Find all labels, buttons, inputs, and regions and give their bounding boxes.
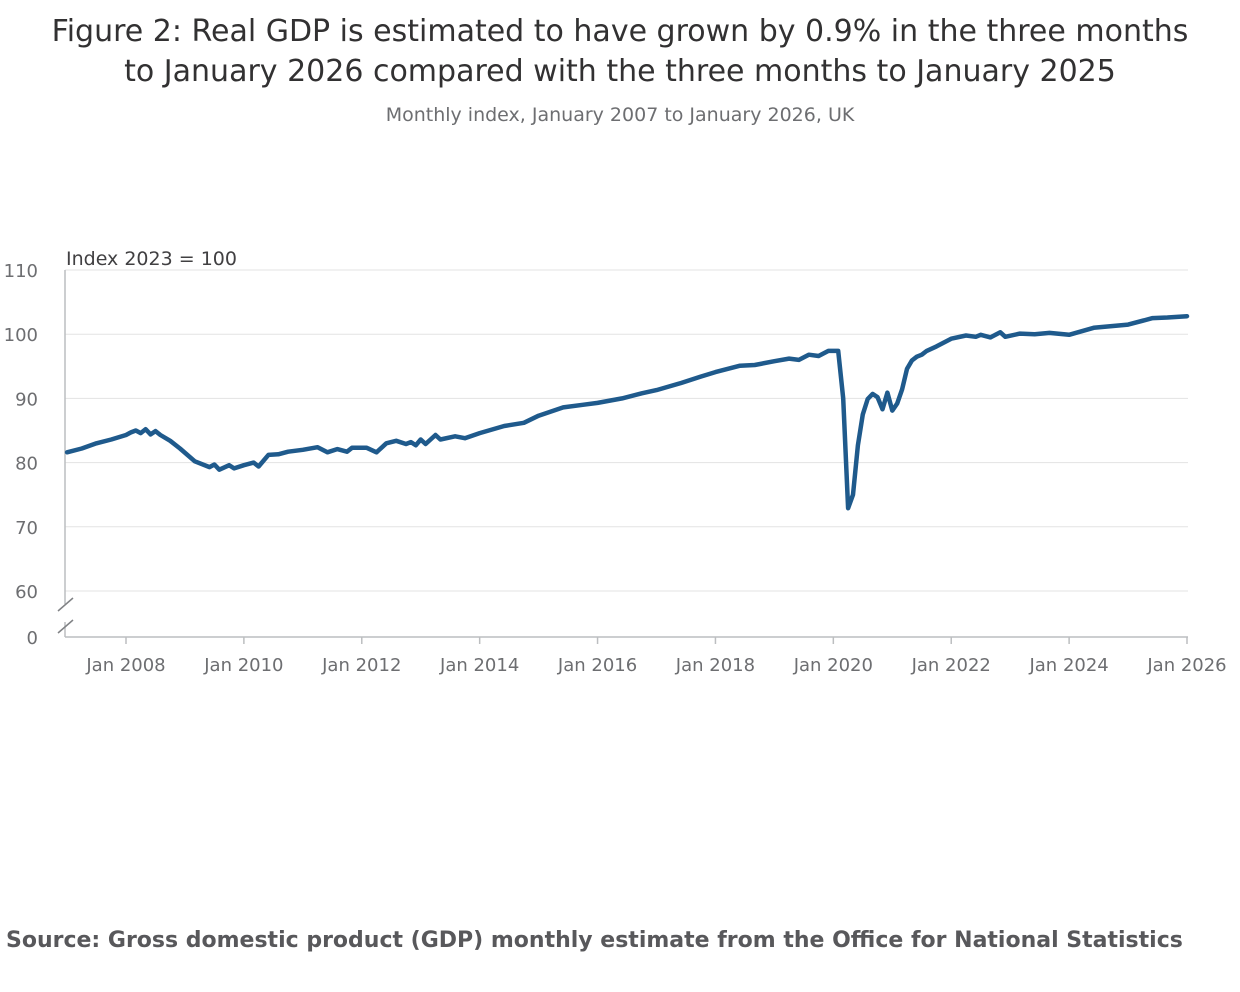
x-tick-label: Jan 2024 xyxy=(1028,655,1108,676)
y-axis xyxy=(57,270,74,637)
gdp-line-chart: Index 2023 = 100 110 100 90 80 70 60 0 Jan 200… xyxy=(4,248,1227,676)
source-note: Source: Gross domestic product (GDP) mon… xyxy=(6,928,1183,953)
y-tick-label: 100 xyxy=(4,325,38,346)
y-tick-label: 70 xyxy=(15,518,38,539)
series-layer xyxy=(64,313,1190,511)
x-tick-label: Jan 2026 xyxy=(1146,655,1226,676)
chart-subtitle: Monthly index, January 2007 to January 2… xyxy=(385,104,855,126)
axis-break-mark xyxy=(57,597,74,612)
chart-title-line-2: to January 2026 compared with the three … xyxy=(124,54,1116,89)
x-tick-label: Jan 2012 xyxy=(321,655,401,676)
y-axis-ticks: 110 100 90 80 70 60 0 xyxy=(4,261,38,649)
y-tick-label: 60 xyxy=(15,582,38,603)
x-tick-label: Jan 2008 xyxy=(85,655,165,676)
y-tick-label: 80 xyxy=(15,454,38,475)
x-tick-label: Jan 2018 xyxy=(675,655,755,676)
grid-lines xyxy=(65,269,1188,592)
axis-break-mark xyxy=(57,619,74,634)
y-tick-label: 110 xyxy=(4,261,38,282)
y-axis-label: Index 2023 = 100 xyxy=(66,248,237,270)
x-axis-ticks: Jan 2008 Jan 2010 Jan 2012 Jan 2014 Jan 2016… xyxy=(85,637,1227,676)
y-tick-label: 90 xyxy=(15,389,38,410)
x-tick-label: Jan 2020 xyxy=(793,655,873,676)
x-tick-label: Jan 2010 xyxy=(203,655,283,676)
x-tick-label: Jan 2016 xyxy=(557,655,637,676)
x-tick-label: Jan 2022 xyxy=(911,655,991,676)
gdp-series-line xyxy=(64,313,1190,511)
x-tick-label: Jan 2014 xyxy=(439,655,519,676)
chart-title: Figure 2: Real GDP is estimated to have … xyxy=(0,12,1240,92)
chart-title-line-1: Figure 2: Real GDP is estimated to have … xyxy=(51,14,1189,49)
y-tick-label: 0 xyxy=(27,628,38,649)
